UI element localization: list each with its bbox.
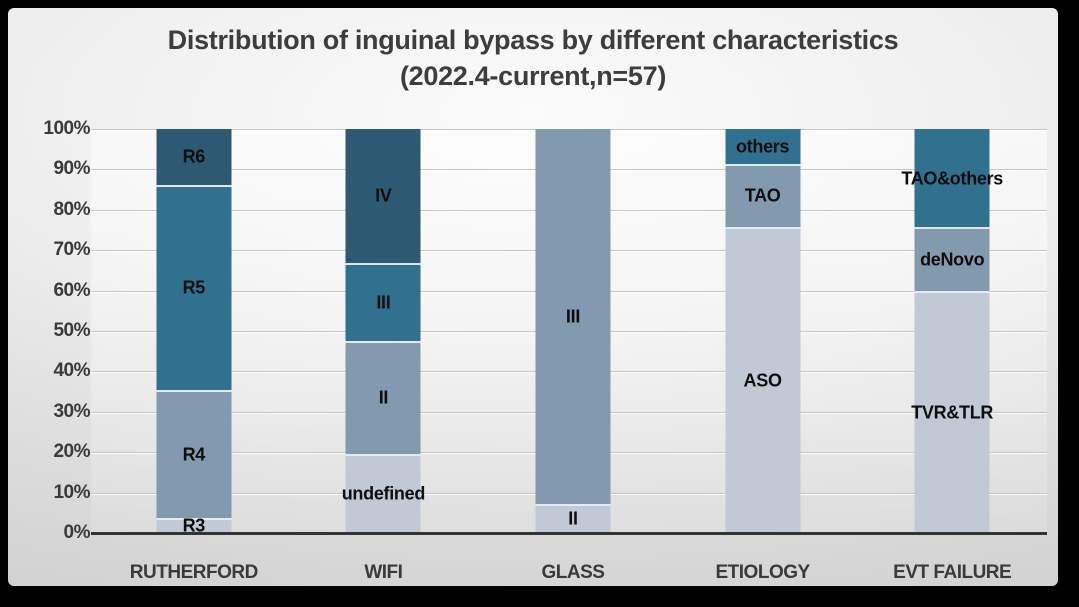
- segment-label: ASO: [743, 370, 782, 391]
- segment-divider: [156, 517, 232, 520]
- stacked-bar-glass: II III: [535, 129, 611, 533]
- segment-divider: [156, 390, 232, 393]
- y-tick-label: 30%: [53, 400, 90, 422]
- segment-divider: [345, 262, 421, 265]
- y-tick-label: 0%: [63, 522, 91, 543]
- bar-segment: [914, 292, 990, 533]
- bar-column: II III: [478, 129, 668, 533]
- bar-segment: [156, 518, 232, 533]
- bar-segment: [156, 129, 232, 186]
- segment-label: IV: [375, 185, 392, 206]
- y-tick-label: 70%: [53, 239, 90, 261]
- stacked-bar-wifi: undefined II III IV: [342, 129, 425, 533]
- y-tick-label: 100%: [43, 118, 90, 139]
- y-tick-label: 40%: [53, 360, 90, 382]
- segment-divider: [725, 227, 801, 230]
- bar-column: R3 R4 R5 R6: [99, 129, 289, 536]
- segment-label: undefined: [341, 483, 426, 504]
- stacked-bar-evt-failure: TVR&TLR deNovo TAO&others: [901, 129, 1003, 533]
- segment-label: TVR&TLR: [911, 402, 994, 423]
- bar-segment: [156, 391, 232, 519]
- bar-column: ASO TAO others: [668, 129, 858, 533]
- stacked-bar-etiology: ASO TAO others: [725, 129, 801, 533]
- segment-label: III: [565, 306, 581, 327]
- category-label: ETIOLOGY: [715, 562, 811, 583]
- chart-title-block: Distribution of inguinal bypass by diffe…: [8, 22, 1058, 94]
- category-label: RUTHERFORD: [129, 562, 259, 583]
- plot-area: R3 R4 R5 R6 undefined II III IV II III ASO TAO other…: [91, 129, 1047, 536]
- y-tick-label: 20%: [53, 441, 90, 463]
- segment-divider: [535, 503, 611, 506]
- bar-segment: [535, 129, 611, 505]
- bar-segment: [345, 341, 421, 456]
- category-label: GLASS: [541, 562, 605, 583]
- segment-label: II: [568, 508, 578, 529]
- bar-segment: [345, 129, 421, 264]
- segment-label: III: [376, 292, 391, 313]
- bar-segment: [725, 129, 801, 165]
- slide-background: Distribution of inguinal bypass by diffe…: [8, 8, 1058, 586]
- chart-title: Distribution of inguinal bypass by diffe…: [167, 25, 899, 55]
- category-label: WIFI: [364, 562, 403, 583]
- bar-segment: [535, 504, 611, 533]
- y-axis-tick-labels: 100% 90% 80% 70% 60% 50% 40% 30% 20% 10% 0%: [16, 118, 90, 543]
- category-label: EVT FAILURE: [893, 562, 1012, 583]
- y-tick-label: 50%: [53, 320, 90, 341]
- chart-subtitle: (2022.4-current,n=57): [399, 61, 667, 91]
- segment-label: R6: [182, 146, 206, 167]
- bar-segment: [725, 164, 801, 229]
- segment-divider: [914, 291, 990, 294]
- bar-segment: [345, 263, 421, 342]
- segment-divider: [725, 163, 801, 166]
- segment-divider: [914, 227, 990, 230]
- segment-label: TAO&others: [901, 168, 1004, 189]
- segment-label: R3: [182, 515, 206, 536]
- y-tick-label: 90%: [53, 158, 90, 180]
- segment-divider: [345, 340, 421, 343]
- bar-column: undefined II III IV: [289, 129, 479, 533]
- bar-column: TVR&TLR deNovo TAO&others: [857, 129, 1047, 533]
- x-axis-category-labels: RUTHERFORD WIFI GLASS ETIOLOGY EVT FAILURE: [99, 562, 1047, 588]
- segment-label: II: [378, 387, 389, 408]
- y-tick-label: 80%: [53, 198, 90, 220]
- segment-label: deNovo: [920, 249, 985, 270]
- segment-label: R5: [182, 277, 206, 298]
- bar-segment: [345, 455, 421, 533]
- bar-segment: [725, 228, 801, 533]
- segment-label: others: [735, 136, 790, 157]
- x-axis-line: [91, 532, 1047, 535]
- segment-divider: [156, 184, 232, 187]
- bar-segment: [156, 185, 232, 392]
- segment-label: R4: [182, 444, 206, 465]
- segment-divider: [345, 454, 421, 457]
- segment-label: TAO: [744, 185, 781, 206]
- stacked-bar-rutherford: R3 R4 R5 R6: [156, 129, 232, 536]
- bar-segment: [914, 129, 990, 229]
- bar-segment: [914, 228, 990, 293]
- y-tick-label: 10%: [53, 481, 90, 503]
- y-tick-label: 60%: [53, 279, 90, 301]
